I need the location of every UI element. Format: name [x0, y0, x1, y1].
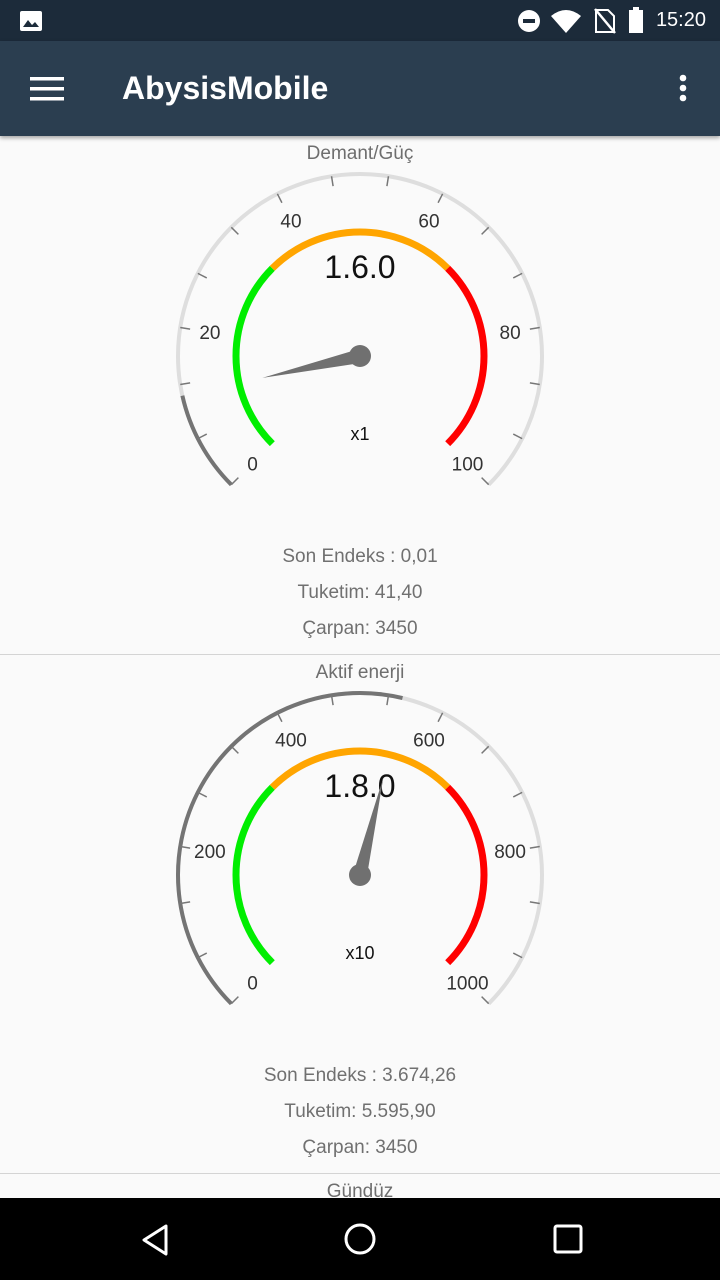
gauge-tick [512, 952, 523, 959]
gauge-scale-label: 400 [275, 731, 307, 752]
card-title: Aktif enerji [315, 662, 405, 683]
gauge-scale-label: 0 [247, 974, 258, 995]
status-bar: 15:20 [0, 0, 720, 41]
carpan-text: Çarpan: 3450 [302, 1137, 418, 1158]
gauge-scale-label: 600 [413, 731, 445, 752]
status-time: 15:20 [655, 9, 706, 31]
gauge-tick [481, 745, 490, 754]
gauge-tick [529, 382, 540, 386]
gauge-tick [197, 952, 208, 959]
gauge-tick [230, 745, 239, 754]
gauge-scale-label: 100 [452, 455, 484, 476]
gauge-tick [437, 193, 444, 204]
gauge-tick [512, 272, 523, 279]
gauge-band-low [232, 784, 275, 966]
wifi-icon [551, 10, 581, 33]
card-title: Gündüz [326, 1181, 394, 1198]
gauge-needle [353, 777, 384, 877]
son-endeks-text: Son Endeks : 0,01 [282, 546, 438, 567]
gauge-scale-label: 0 [247, 455, 258, 476]
gauge-tick [276, 712, 283, 723]
gauge-reading: 1.6.0 [324, 249, 395, 285]
gauge-tick [230, 226, 239, 235]
gauge-band-low [232, 265, 275, 447]
gauge-multiplier: x10 [345, 943, 374, 963]
gauge-tick [180, 845, 191, 849]
gauge-card: Demant/Güç 0 20 40 60 80 100 1.6.0 x1 Son Endek… [0, 136, 720, 655]
carpan-text: Çarpan: 3450 [302, 618, 418, 639]
gauge-needle-hub [349, 345, 371, 367]
gauge-band-high [445, 265, 488, 447]
tuketim-text: Tuketim: 41,40 [297, 582, 423, 603]
gauge-tick [330, 176, 334, 187]
gauge-needle [262, 349, 362, 378]
gauge-band-mid [269, 747, 451, 790]
gauge-band-mid [269, 228, 451, 271]
gauge-tick [529, 845, 540, 849]
gauge-card: Gündüz [0, 1174, 720, 1198]
son-endeks-text: Son Endeks : 3.674,26 [263, 1065, 457, 1086]
gauge-tick [230, 996, 239, 1005]
gauge-tick [437, 712, 444, 723]
no-sim-icon [594, 8, 616, 34]
gauge-card: Aktif enerji 0 200 400 600 800 1000 1.8.0 x10 S… [0, 655, 720, 1174]
gauge-tick [180, 326, 191, 330]
gauge-band-high [445, 784, 488, 966]
gauge-tick [197, 272, 208, 279]
gauge-tick [481, 996, 490, 1005]
gauge-tick [276, 193, 283, 204]
image-icon [20, 11, 42, 31]
gauge-tick [512, 791, 523, 798]
card-title: Demant/Güç [306, 143, 414, 164]
gauge-tick [386, 176, 390, 187]
meter-list[interactable]: Demant/Güç 0 20 40 60 80 100 1.6.0 x1 Son Endek… [0, 136, 720, 1198]
gauge-tick [197, 433, 208, 440]
gauge-scale-label: 60 [418, 212, 439, 233]
gauge-tick [180, 901, 191, 905]
gauge-scale-label: 80 [500, 323, 521, 344]
gauge-reading: 1.8.0 [324, 768, 395, 804]
gauge: 0 200 400 600 800 1000 1.8.0 x10 [176, 691, 544, 1006]
gauge-tick [529, 326, 540, 330]
home-icon[interactable] [343, 1222, 377, 1256]
do-not-disturb-icon [518, 10, 540, 32]
gauge-tick [481, 226, 490, 235]
more-vert-icon[interactable] [676, 74, 690, 104]
gauge-scale-label: 1000 [446, 974, 488, 995]
gauge-tick [529, 901, 540, 905]
gauge: 0 20 40 60 80 100 1.6.0 x1 [176, 172, 544, 487]
back-icon[interactable] [140, 1224, 170, 1256]
app-bar: AbysisMobile [0, 41, 720, 136]
gauge-track [176, 172, 544, 487]
gauge-tick [386, 695, 390, 706]
battery-icon [629, 7, 643, 33]
gauge-scale-label: 200 [194, 842, 226, 863]
gauge-scale-label: 20 [199, 323, 220, 344]
gauge-tick [197, 791, 208, 798]
gauge-tick [330, 695, 334, 706]
gauge-tick [512, 433, 523, 440]
tuketim-text: Tuketim: 5.595,90 [284, 1101, 436, 1122]
gauge-tick [481, 477, 490, 486]
nav-bar [0, 1198, 720, 1280]
gauge-tick [180, 382, 191, 386]
gauge-multiplier: x1 [350, 424, 369, 444]
app-title: AbysisMobile [122, 70, 329, 106]
gauge-scale-label: 800 [494, 842, 526, 863]
gauge-scale-label: 40 [280, 212, 301, 233]
gauge-progress [180, 395, 233, 487]
hamburger-menu-icon[interactable] [30, 77, 64, 101]
gauge-tick [230, 477, 239, 486]
gauge-needle-hub [349, 864, 371, 886]
recents-icon[interactable] [553, 1224, 583, 1254]
